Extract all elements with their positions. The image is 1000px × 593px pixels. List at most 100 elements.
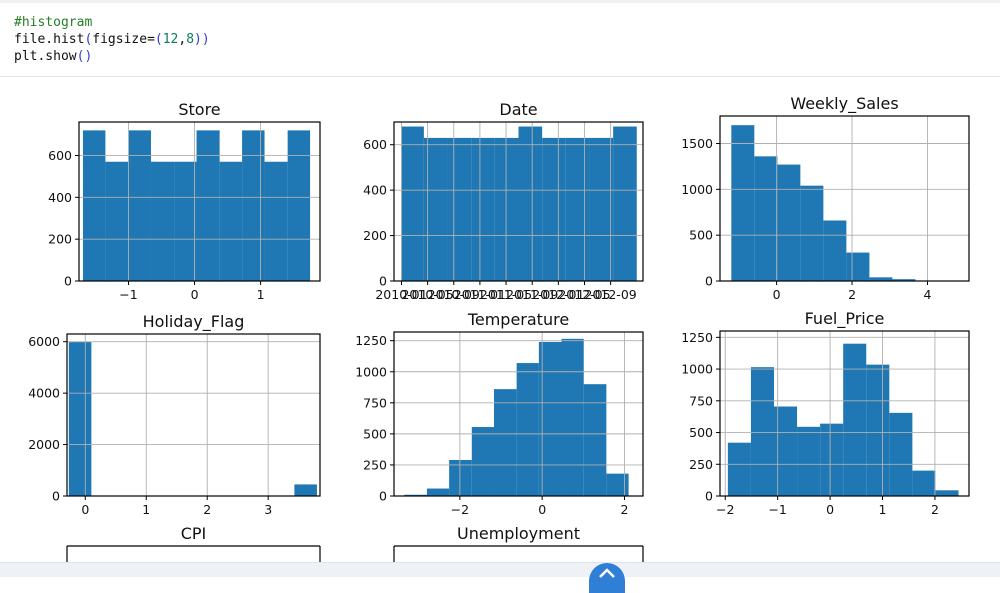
temperature-y-tick-label: 250 — [363, 457, 387, 472]
fuel-price-bar — [750, 367, 774, 496]
date-bar — [423, 137, 448, 281]
date-bar — [494, 137, 519, 281]
date-x-tick-label: 2011-01 — [454, 287, 506, 302]
fuel-price-y-tick-label: 500 — [689, 425, 713, 440]
store-bar — [150, 161, 175, 281]
weekly-sales-bar — [846, 252, 870, 281]
fuel-price-bar — [727, 442, 751, 496]
date-x-tick-label: 2012-01 — [532, 287, 584, 302]
date-x-tick-label: 2012-05 — [558, 287, 610, 302]
temperature-bar — [561, 338, 584, 496]
holiday-flag-y-tick-label: 2000 — [28, 437, 60, 452]
store-bar — [105, 161, 129, 281]
temperature-axes-frame — [393, 331, 644, 497]
code-line-comment: #histogram — [14, 15, 92, 31]
temperature-bar — [426, 488, 450, 496]
store-y-tick-label: 200 — [48, 232, 72, 247]
holiday-flag-bar — [294, 484, 317, 496]
fuel-price-bar — [820, 423, 844, 496]
temperature-bar — [471, 427, 495, 496]
holiday-flag-x-tick-label: 0 — [81, 502, 89, 517]
code-line-show: plt.show() — [14, 49, 92, 65]
temperature-bar — [449, 459, 472, 496]
temperature-bar — [583, 384, 607, 496]
fuel-price-bar — [866, 364, 890, 496]
code-comment: #histogram — [14, 15, 93, 30]
weekly-sales-bar — [754, 156, 778, 281]
weekly-sales-bar — [777, 164, 801, 281]
fuel-price-x-tick-label: 0 — [826, 502, 834, 517]
fuel-price-bar — [773, 406, 798, 496]
date-title: Date — [499, 100, 537, 119]
temperature-x-tick-label: 0 — [538, 502, 546, 517]
scroll-to-top-button[interactable] — [589, 563, 625, 593]
code-line-hist: file.hist(figsize=(12,8)) — [14, 32, 210, 48]
holiday-flag-y-tick-label: 6000 — [28, 334, 60, 349]
temperature-y-tick-label: 1000 — [355, 364, 387, 379]
fuel-price-x-tick-label: 1 — [879, 502, 887, 517]
code-paren: () — [76, 49, 93, 64]
code-cell[interactable]: #histogram file.hist(figsize=(12,8)) plt… — [0, 0, 1000, 77]
date-bar — [401, 126, 424, 281]
date-x-tick-label: 2010-01 — [375, 287, 427, 302]
weekly-sales-bar — [892, 279, 916, 281]
date-x-tick-label: 2010-09 — [428, 287, 480, 302]
holiday-flag-axes-frame — [66, 333, 321, 497]
temperature-bar — [606, 473, 629, 496]
fuel-price-y-tick-label: 0 — [705, 489, 713, 504]
store-x-tick-label: 1 — [257, 287, 265, 302]
fuel-price-bar — [843, 343, 867, 496]
histogram-figure: Store−1 0 10200400600Date2010-012010-05201… — [28, 94, 970, 562]
temperature-y-tick-label: 1250 — [355, 333, 387, 348]
date-y-tick-label: 0 — [379, 274, 387, 289]
weekly-sales-axes-frame — [719, 115, 970, 282]
temperature-bar — [538, 341, 562, 496]
holiday-flag-bar — [68, 342, 92, 496]
date-y-tick-label: 200 — [363, 228, 387, 243]
store-y-tick-label: 600 — [48, 148, 72, 163]
weekly-sales-y-tick-label: 1500 — [681, 136, 713, 151]
code-paren: )) — [194, 32, 210, 47]
fuel-price-axes-frame — [719, 330, 970, 497]
fuel-price-bar — [797, 426, 821, 496]
bottom-toolbar — [0, 562, 1000, 593]
fuel-price-y-tick-label: 1000 — [681, 362, 713, 377]
store-bar — [264, 161, 288, 281]
date-x-tick-label: 2011-09 — [506, 287, 558, 302]
temperature-bar — [516, 363, 539, 496]
code-show-call: plt.show — [14, 49, 77, 64]
code-paren: ( — [84, 32, 93, 47]
code-arg: figsize= — [92, 32, 155, 47]
temperature-y-tick-label: 0 — [379, 489, 387, 504]
code-number: 12 — [162, 32, 179, 47]
date-bar — [589, 137, 614, 281]
fuel-price-x-tick-label: 2 — [931, 502, 939, 517]
store-axes-frame — [78, 121, 321, 282]
output-area: Store −1 0 1 0 200 400 600 Date 2010-01 2010-05 201… — [0, 78, 1000, 562]
code-number: 8 — [186, 32, 195, 47]
store-x-tick-label: −1 — [119, 287, 137, 302]
date-bar — [447, 137, 472, 281]
weekly-sales-y-tick-label: 500 — [689, 228, 713, 243]
temperature-bar — [404, 494, 427, 496]
holiday-flag-x-tick-label: 1 — [142, 502, 150, 517]
cpi-title: CPI — [181, 524, 207, 543]
weekly-sales-x-tick-label: 0 — [773, 287, 781, 302]
store-bar — [219, 161, 243, 281]
store-y-tick-label: 0 — [64, 274, 72, 289]
date-x-tick-label: 2012-09 — [585, 287, 637, 302]
fuel-price-bar — [935, 490, 959, 496]
weekly-sales-x-tick-label: 2 — [848, 287, 856, 302]
store-bar — [242, 130, 265, 281]
date-bar — [518, 126, 543, 281]
weekly-sales-title: Weekly_Sales — [790, 94, 898, 114]
date-x-tick-label: 2010-05 — [401, 287, 453, 302]
fuel-price-title: Fuel_Price — [805, 309, 885, 329]
fuel-price-x-tick-label: −2 — [716, 502, 734, 517]
fuel-price-bar — [912, 470, 936, 496]
date-y-tick-label: 400 — [363, 183, 387, 198]
holiday-flag-x-tick-label: 3 — [264, 502, 272, 517]
temperature-x-tick-label: −2 — [451, 502, 469, 517]
holiday-flag-y-tick-label: 0 — [52, 489, 60, 504]
fuel-price-y-tick-label: 250 — [689, 457, 713, 472]
